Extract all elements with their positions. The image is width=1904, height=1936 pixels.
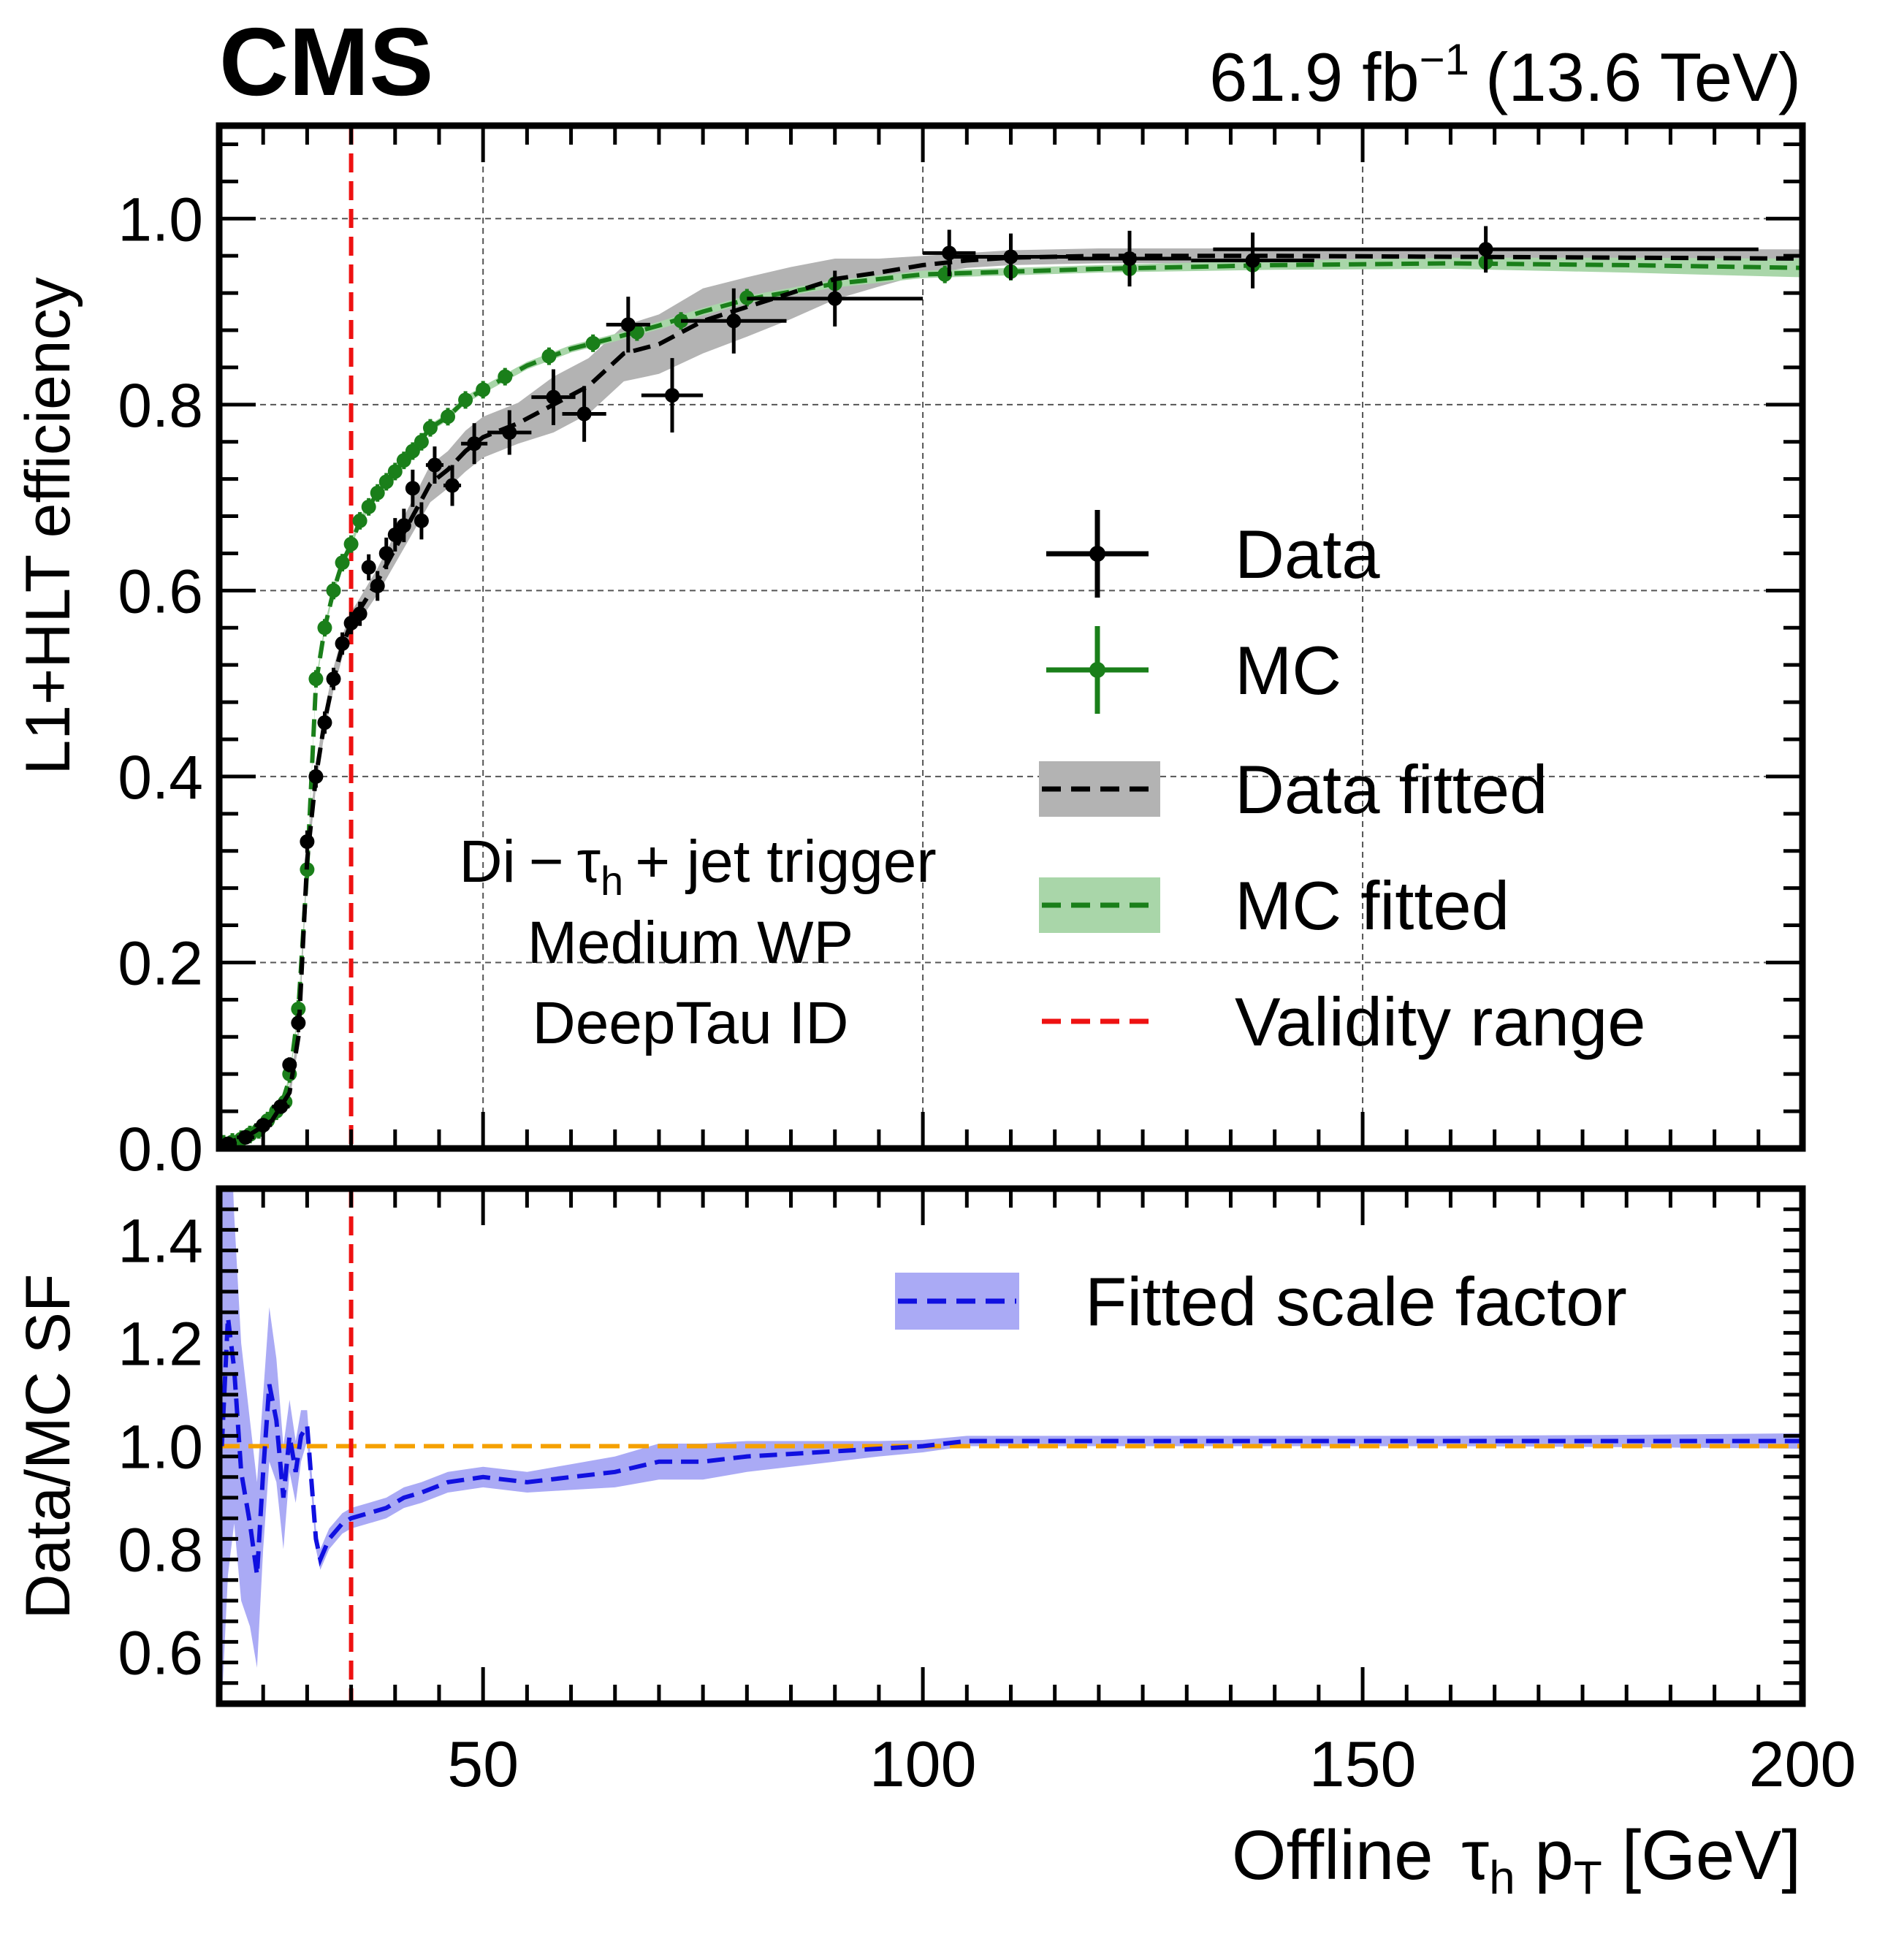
data-point: [414, 513, 429, 528]
bottom-y-tick-label: 1.2: [118, 1310, 203, 1379]
legend-item-validity-range: Validity range: [1042, 983, 1646, 1060]
x-tick-label: 200: [1749, 1728, 1857, 1800]
data-point: [308, 769, 324, 784]
legend-label-validity-range: Validity range: [1235, 983, 1646, 1060]
x-tick-label: 100: [869, 1728, 977, 1800]
data-point: [335, 636, 350, 651]
lumi-energy: (13.6 TeV): [1485, 39, 1801, 115]
data-point: [343, 615, 359, 630]
data-point: [427, 457, 442, 473]
x-axis-title: Offline τh pT [GeV]: [1232, 1816, 1801, 1904]
data-point: [291, 1015, 306, 1031]
data-point: [378, 546, 394, 561]
legend-label-data-fitted: Data fitted: [1235, 751, 1547, 828]
data-point: [827, 291, 842, 306]
data-point: [300, 834, 315, 849]
annotation-line-2: Medium WP: [528, 910, 854, 976]
data-point: [467, 436, 482, 451]
top-data-layer: [219, 126, 1802, 1148]
bottom-y-tick-label: 0.6: [118, 1619, 203, 1688]
data-point: [370, 579, 385, 593]
sf-line: [219, 1316, 1802, 1576]
bottom-axis-labels: 0.6 0.8 1.0 1.2 1.4 50 100 150 200: [118, 1207, 1856, 1801]
legend-item-mc: MC: [1046, 626, 1341, 714]
bottom-y-tick-label: 0.8: [118, 1516, 203, 1585]
x-tick-label: 150: [1309, 1728, 1417, 1800]
data-point: [576, 406, 592, 422]
top-y-tick-label: 0.0: [118, 1115, 203, 1184]
legend-item-mc-fitted: MC fitted: [1039, 867, 1509, 944]
data-point: [445, 478, 460, 493]
top-y-axis-title: L1+HLT efficiency: [13, 277, 83, 774]
bottom-panel-frame: [216, 1185, 1806, 1707]
selection-annotation: Di − τh + jet trigger Medium WP DeepTau ID: [459, 828, 936, 1056]
experiment-label: CMS: [219, 8, 433, 115]
top-grid: [219, 126, 1802, 1148]
bottom-y-tick-label: 1.4: [118, 1207, 203, 1276]
legend-item-fitted-scale-factor: Fitted scale factor: [895, 1263, 1627, 1340]
data-point: [1245, 253, 1260, 268]
data-point: [620, 317, 636, 332]
data-point: [726, 313, 742, 329]
legend-label-mc: MC: [1235, 632, 1341, 709]
data-point: [405, 481, 420, 496]
mc-point: [335, 555, 350, 571]
x-tick-label: 50: [447, 1728, 519, 1800]
top-axis-labels: 0.0 0.2 0.4 0.6 0.8 1.0: [118, 185, 203, 1184]
data-point: [1478, 242, 1493, 257]
bottom-y-axis-title: Data/MC SF: [13, 1273, 83, 1619]
top-panel-frame: [216, 122, 1806, 1152]
data-point: [282, 1057, 297, 1072]
bottom-y-tick-label: 1.0: [118, 1413, 203, 1482]
data-point: [665, 388, 680, 403]
bottom-legend: Fitted scale factor: [895, 1263, 1627, 1340]
data-point: [546, 389, 561, 405]
luminosity-label: 61.9 fb−1 (13.6 TeV): [1209, 35, 1801, 115]
data-point: [326, 671, 341, 687]
data-point: [396, 518, 411, 533]
legend-label-mc-fitted: MC fitted: [1235, 867, 1509, 944]
lumi-exponent: −1: [1420, 35, 1469, 84]
annotation-line-1: Di − τh + jet trigger: [459, 828, 936, 904]
data-point: [273, 1099, 289, 1114]
data-point: [256, 1118, 271, 1133]
data-point: [387, 527, 403, 542]
top-y-tick-label: 0.8: [118, 371, 203, 440]
data-point: [361, 560, 376, 575]
bottom-data-layer: [219, 1189, 1802, 1704]
top-y-tick-label: 0.4: [118, 743, 203, 812]
data-point: [1003, 249, 1018, 264]
annotation-line-3: DeepTau ID: [532, 990, 848, 1056]
top-y-tick-label: 0.2: [118, 929, 203, 997]
data-point: [1122, 251, 1138, 266]
top-legend: Data MC Data fitted MC fitted Validity r…: [1039, 510, 1646, 1060]
legend-label-data: Data: [1235, 516, 1380, 592]
data-point: [238, 1129, 254, 1145]
legend-label-fitted-scale-factor: Fitted scale factor: [1085, 1263, 1627, 1340]
top-y-tick-label: 1.0: [118, 185, 203, 254]
top-y-tick-label: 0.6: [118, 557, 203, 625]
mc-point: [585, 335, 601, 351]
data-point: [317, 715, 332, 731]
data-point: [502, 425, 517, 440]
lumi-value: 61.9 fb: [1209, 39, 1419, 115]
data-point: [352, 606, 368, 622]
legend-item-data-fitted: Data fitted: [1039, 751, 1547, 828]
legend-item-data: Data: [1046, 510, 1380, 598]
